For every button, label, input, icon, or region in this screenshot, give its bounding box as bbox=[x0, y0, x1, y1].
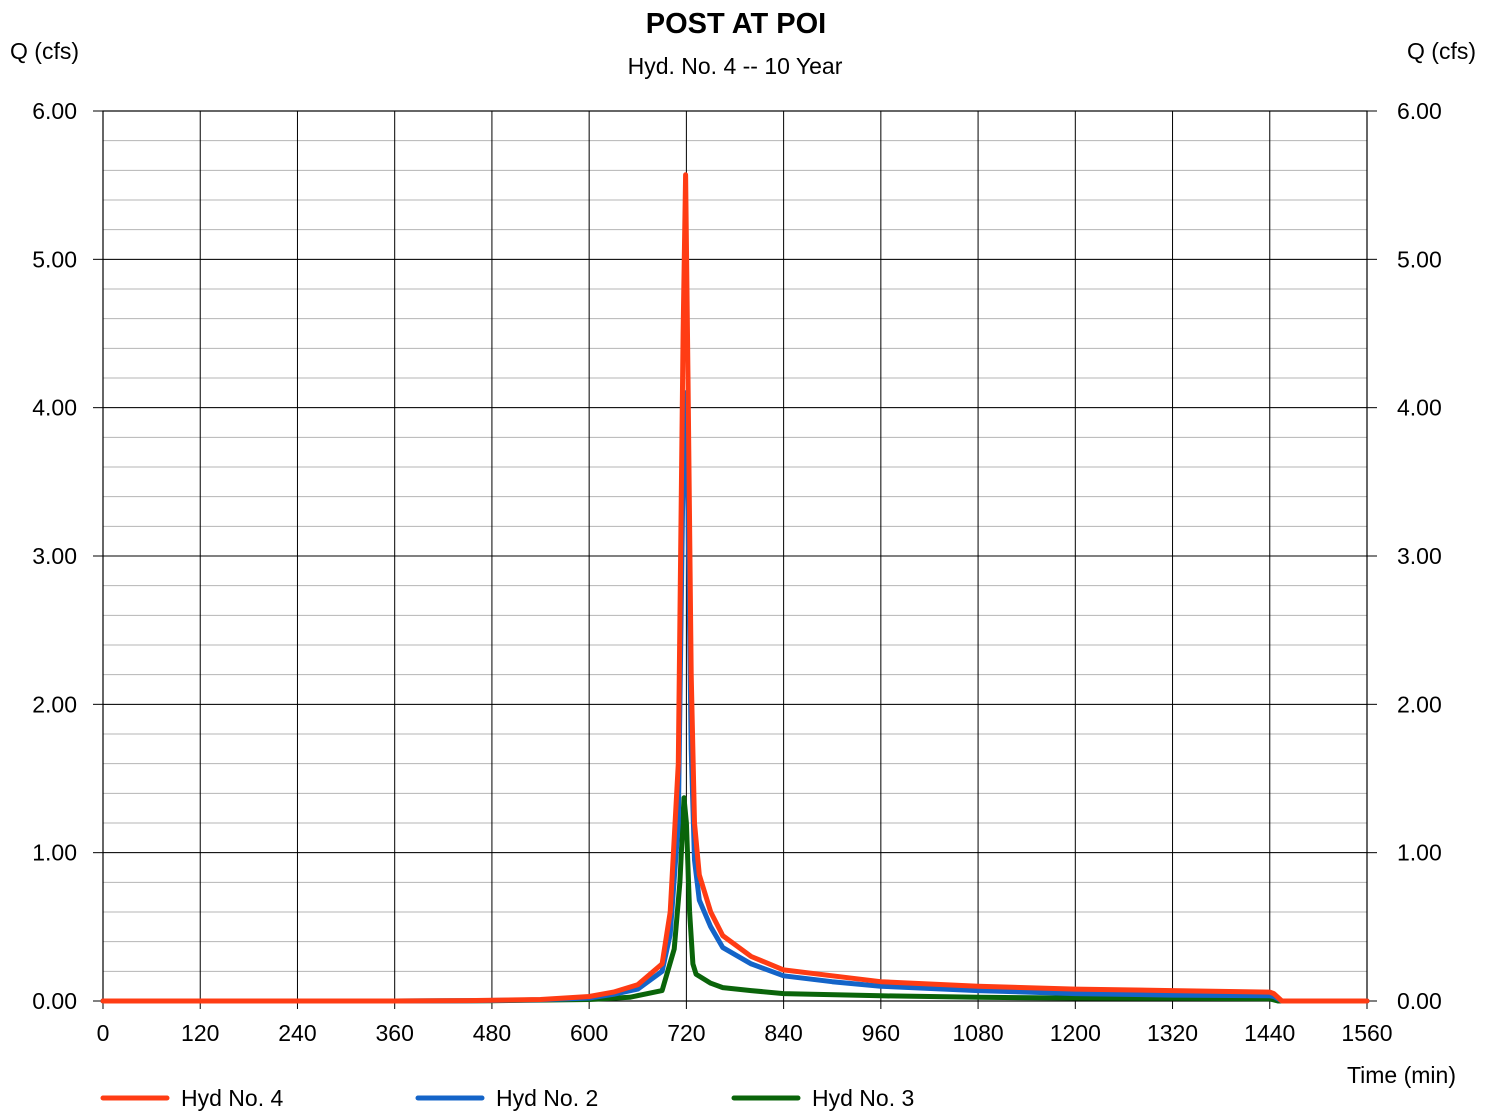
series-line-1 bbox=[100, 172, 1370, 1004]
y-axis-ticks-left: 0.00 1.00 2.00 3.00 4.00 5.00 6.00 bbox=[32, 98, 103, 1014]
y-tick-label-left: 0.00 bbox=[32, 988, 77, 1014]
y-tick-label-right: 6.00 bbox=[1397, 98, 1442, 124]
chart-subtitle: Hyd. No. 4 -- 10 Year bbox=[628, 53, 843, 79]
y-axis-ticks-right: 0.00 1.00 2.00 3.00 4.00 5.00 6.00 bbox=[1367, 98, 1442, 1014]
y-tick-label-right: 0.00 bbox=[1397, 988, 1442, 1014]
x-tick-label: 1080 bbox=[952, 1020, 1003, 1046]
y-tick-label-right: 5.00 bbox=[1397, 246, 1442, 272]
y-tick-label-left: 1.00 bbox=[32, 840, 77, 866]
series-lines bbox=[100, 172, 1370, 1004]
x-tick-label: 1200 bbox=[1050, 1020, 1101, 1046]
legend-label: Hyd No. 3 bbox=[812, 1085, 914, 1111]
y-tick-label-left: 5.00 bbox=[32, 246, 77, 272]
x-tick-label: 960 bbox=[862, 1020, 900, 1046]
legend-label: Hyd No. 4 bbox=[181, 1085, 283, 1111]
y-tick-label-right: 4.00 bbox=[1397, 395, 1442, 421]
x-tick-label: 240 bbox=[278, 1020, 316, 1046]
x-tick-label: 1320 bbox=[1147, 1020, 1198, 1046]
y-tick-label-left: 2.00 bbox=[32, 691, 77, 717]
series-line-2 bbox=[100, 390, 1370, 1004]
x-tick-label: 1560 bbox=[1341, 1020, 1392, 1046]
x-tick-label: 0 bbox=[97, 1020, 110, 1046]
series-line-3 bbox=[100, 795, 1370, 1004]
y-axis-label-right: Q (cfs) bbox=[1407, 38, 1476, 64]
x-tick-label: 1440 bbox=[1244, 1020, 1295, 1046]
y-tick-label-left: 3.00 bbox=[32, 543, 77, 569]
y-tick-label-left: 4.00 bbox=[32, 395, 77, 421]
x-axis-ticks: 0 120 240 360 480 600 720 840 960 1080 1200 1320 144… bbox=[97, 1001, 1393, 1046]
y-tick-label-right: 2.00 bbox=[1397, 691, 1442, 717]
y-tick-label-left: 6.00 bbox=[32, 98, 77, 124]
y-tick-label-right: 3.00 bbox=[1397, 543, 1442, 569]
x-tick-label: 720 bbox=[667, 1020, 705, 1046]
legend-label: Hyd No. 2 bbox=[496, 1085, 598, 1111]
x-tick-label: 360 bbox=[376, 1020, 414, 1046]
x-tick-label: 600 bbox=[570, 1020, 608, 1046]
y-axis-label-left: Q (cfs) bbox=[10, 38, 79, 64]
x-tick-label: 120 bbox=[181, 1020, 219, 1046]
chart-title: POST AT POI bbox=[646, 8, 826, 40]
y-tick-label-right: 1.00 bbox=[1397, 840, 1442, 866]
legend: Hyd No. 4 Hyd No. 2 Hyd No. 3 bbox=[100, 1085, 914, 1111]
x-tick-label: 480 bbox=[473, 1020, 511, 1046]
x-tick-label: 840 bbox=[764, 1020, 802, 1046]
major-gridlines bbox=[102, 110, 1368, 1002]
x-axis-label: Time (min) bbox=[1347, 1062, 1456, 1088]
